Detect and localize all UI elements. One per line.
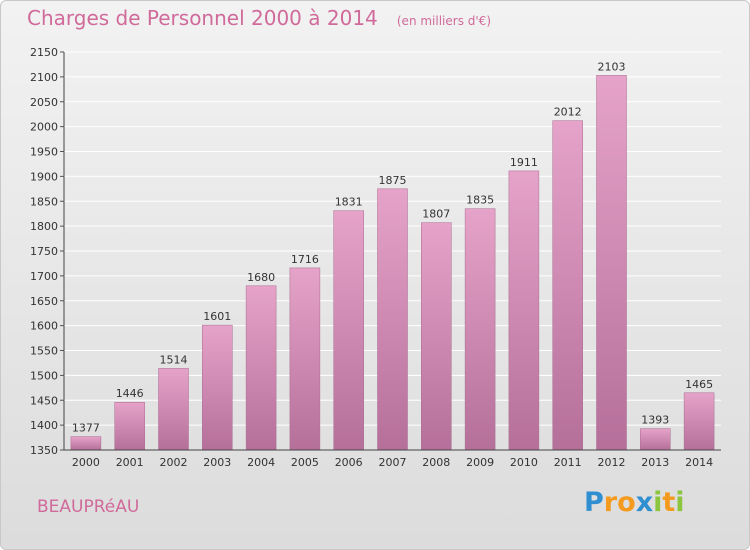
bar	[508, 170, 540, 451]
data-label: 2103	[598, 60, 626, 73]
y-tick-label: 2100	[30, 71, 58, 84]
y-tick-label: 1450	[30, 394, 58, 407]
data-label: 1680	[247, 271, 275, 284]
logo-letter: i	[675, 487, 685, 518]
x-tick-label: 2001	[116, 456, 144, 469]
x-tick-label: 2011	[554, 456, 582, 469]
bar	[70, 436, 102, 451]
data-label: 1835	[466, 194, 494, 207]
x-tick-label: 2013	[641, 456, 669, 469]
y-tick-label: 1750	[30, 245, 58, 258]
logo-letter: x	[635, 487, 654, 518]
bar	[683, 392, 715, 451]
bar	[289, 267, 321, 451]
data-label: 1831	[335, 196, 363, 209]
y-tick-label: 1700	[30, 270, 58, 283]
bar	[596, 75, 627, 451]
x-tick-label: 2014	[685, 456, 713, 469]
bar	[640, 428, 671, 451]
logo-letter: P	[584, 487, 604, 518]
data-label: 1911	[510, 156, 538, 169]
x-tick-label: 2009	[466, 456, 494, 469]
place-name: BEAUPRéAU	[37, 497, 140, 517]
y-axis-ticks: 1350 1400 1450 1500 1550 1600 1650 1700 1750 1800…	[30, 46, 64, 457]
chart-subtitle: (en milliers d'€)	[396, 14, 491, 28]
logo-letter: o	[617, 487, 636, 518]
bar	[158, 368, 189, 451]
y-tick-label: 2150	[30, 46, 58, 59]
y-tick-label: 1900	[30, 170, 58, 183]
y-tick-label: 1550	[30, 345, 58, 358]
data-label: 1716	[291, 253, 319, 266]
x-tick-label: 2006	[335, 456, 363, 469]
y-tick-label: 2000	[30, 121, 58, 134]
bar	[114, 401, 145, 451]
x-tick-label: 2002	[160, 456, 188, 469]
logo-letter: i	[653, 487, 663, 518]
y-tick-label: 1400	[30, 419, 58, 432]
bar	[333, 210, 364, 451]
data-label: 1465	[685, 378, 713, 391]
x-tick-label: 2004	[247, 456, 275, 469]
x-tick-label: 2008	[422, 456, 450, 469]
y-tick-label: 2050	[30, 96, 58, 109]
y-tick-label: 1650	[30, 295, 58, 308]
bar	[552, 120, 583, 451]
x-tick-label: 2007	[379, 456, 407, 469]
chart-title: Charges de Personnel 2000 à 2014 (en mil…	[27, 6, 491, 30]
bar	[245, 285, 277, 451]
bar	[421, 222, 452, 451]
data-label: 1377	[72, 422, 100, 435]
data-label: 1514	[160, 353, 188, 366]
bar	[202, 324, 233, 451]
bars: 1377 2000 1446 2001 1514 2002 1601 2003 1680 2004…	[70, 60, 715, 469]
y-tick-label: 1600	[30, 320, 58, 333]
data-label: 1875	[379, 174, 407, 187]
x-tick-label: 2012	[598, 456, 626, 469]
axes	[63, 52, 721, 451]
data-label: 1393	[641, 414, 669, 427]
y-tick-label: 1350	[30, 444, 58, 457]
y-tick-label: 1500	[30, 369, 58, 382]
data-label: 1446	[116, 387, 144, 400]
data-label: 1807	[422, 208, 450, 221]
y-tick-label: 1950	[30, 146, 58, 159]
bar	[464, 208, 496, 451]
logo-letter: t	[662, 487, 676, 518]
bar	[377, 188, 408, 451]
x-tick-label: 2000	[72, 456, 100, 469]
x-tick-label: 2003	[203, 456, 231, 469]
logo-letter: r	[603, 487, 618, 518]
proxiti-logo: Proxiti	[584, 487, 685, 518]
x-tick-label: 2005	[291, 456, 319, 469]
y-tick-label: 1800	[30, 220, 58, 233]
chart-title-main: Charges de Personnel 2000 à 2014	[27, 6, 378, 30]
y-tick-label: 1850	[30, 195, 58, 208]
x-tick-label: 2010	[510, 456, 538, 469]
data-label: 2012	[554, 106, 582, 119]
data-label: 1601	[203, 310, 231, 323]
